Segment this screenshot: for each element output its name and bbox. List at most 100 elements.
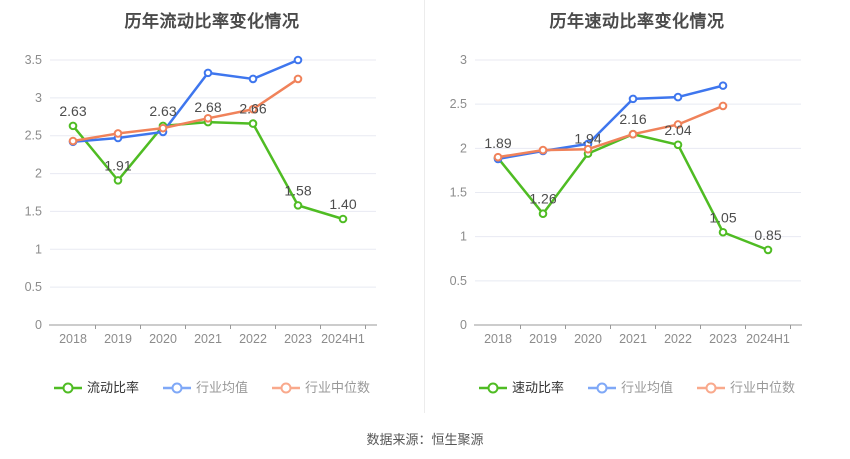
legend-quick-ratio: 速动比率 行业均值 行业中位数: [425, 381, 849, 394]
x-axis-tick-label: 2024H1: [746, 332, 790, 346]
data-point: [293, 201, 303, 210]
y-axis-tick-label: 0: [460, 318, 467, 332]
data-point: [248, 74, 258, 84]
y-axis-tick-label: 0.5: [450, 274, 467, 288]
point-value-label: 1.40: [329, 196, 356, 212]
y-axis-tick-label: 1: [35, 242, 42, 256]
data-point: [673, 140, 683, 150]
x-axis-tick-label: 2021: [194, 332, 222, 346]
data-point: [718, 227, 728, 237]
data-point: [338, 214, 348, 224]
x-axis-tick-label: 2019: [529, 332, 557, 346]
data-point: [113, 176, 123, 185]
point-value-label: 1.58: [284, 182, 311, 198]
legend-label: 流动比率: [86, 380, 139, 395]
legend-line-marker-icon: [53, 382, 82, 393]
legend-item-2[interactable]: 行业中位数: [272, 381, 370, 394]
data-point: [293, 55, 303, 65]
point-value-label: 1.91: [104, 157, 131, 173]
legend-item-1[interactable]: 行业均值: [587, 380, 673, 395]
legend-label: 行业中位数: [730, 380, 796, 395]
x-axis-tick-label: 2021: [619, 332, 647, 346]
data-point: [628, 94, 638, 104]
data-source-label: 数据来源：恒生聚源: [366, 432, 484, 447]
legend-label: 行业均值: [195, 380, 248, 395]
y-axis-tick-label: 0.5: [25, 280, 42, 294]
y-axis-tick-label: 3: [460, 53, 467, 67]
data-point: [248, 119, 258, 128]
data-point: [248, 104, 258, 114]
legend-line-marker-icon: [272, 382, 300, 393]
data-point: [673, 120, 683, 129]
line-chart-current-ratio: 0 0.5 1 1.5 2 2.5 3 3.5 2018 2019 2020 2021 2022 2023…: [25, 53, 377, 346]
data-point: [628, 129, 638, 139]
legend-item-2[interactable]: 行业中位数: [697, 381, 795, 394]
data-point: [583, 144, 593, 154]
point-value-label: 1.94: [574, 131, 601, 147]
legend-item-0[interactable]: 流动比率: [53, 380, 139, 395]
series-line-2: [496, 104, 725, 159]
data-point: [493, 152, 503, 162]
y-axis-tick-label: 2.5: [25, 129, 42, 143]
data-point: [68, 121, 78, 131]
data-point: [68, 136, 78, 146]
y-axis-tick-label: 3: [35, 91, 42, 105]
y-axis-tick-label: 1.5: [450, 186, 467, 200]
data-point: [538, 145, 548, 155]
legend-item-1[interactable]: 行业均值: [162, 380, 248, 395]
legend-label: 行业中位数: [305, 380, 371, 395]
line-chart-quick-ratio: 0 0.5 1 1.5 2 2.5 3 2018 2019 2020 2021 2022 2023 202…: [450, 53, 802, 346]
x-axis-tick-label: 2019: [104, 332, 132, 346]
y-axis-tick-label: 3.5: [25, 53, 42, 67]
series-line-2: [71, 77, 300, 143]
legend-line-marker-icon: [162, 382, 191, 393]
data-point: [203, 68, 213, 78]
data-point: [113, 129, 123, 138]
point-value-label: 1.05: [709, 209, 736, 225]
legend-line-marker-icon: [478, 382, 507, 393]
data-point: [763, 245, 773, 255]
point-value-label: 1.89: [484, 135, 511, 151]
point-value-label: 2.04: [664, 122, 691, 138]
x-axis-tick-label: 2022: [664, 332, 692, 346]
series-line-1: [71, 58, 300, 144]
y-axis-tick-label: 0: [35, 318, 42, 332]
y-axis-tick-label: 2.5: [450, 97, 467, 111]
x-axis-tick-label: 2022: [239, 332, 267, 346]
data-point: [158, 123, 168, 133]
legend-label: 行业均值: [620, 380, 673, 395]
chart-panel-current-ratio: 历年流动比率变化情况 0 0.5 1 1.5 2 2.5 3 3.5 2018 2019 2020 2…: [0, 0, 425, 413]
chart-title-current-ratio: 历年流动比率变化情况: [124, 12, 300, 31]
point-value-label: 1.26: [529, 191, 556, 207]
legend-line-marker-icon: [697, 382, 725, 393]
x-axis-tick-label: 2023: [284, 332, 312, 346]
data-point: [673, 92, 683, 102]
x-axis-tick-label: 2024H1: [321, 332, 365, 346]
data-point: [718, 101, 728, 111]
legend-current-ratio: 流动比率 行业均值 行业中位数: [0, 381, 424, 394]
data-point: [203, 114, 213, 123]
point-value-label: 2.63: [149, 103, 176, 119]
point-value-label: 2.63: [59, 103, 86, 119]
point-value-label: 2.66: [239, 101, 266, 117]
point-value-label: 2.16: [619, 111, 646, 127]
y-axis-tick-label: 2: [460, 141, 467, 155]
y-axis-tick-label: 1: [460, 230, 467, 244]
x-axis-tick-label: 2020: [574, 332, 602, 346]
data-point: [538, 209, 548, 218]
x-axis-tick-label: 2020: [149, 332, 177, 346]
x-axis-tick-label: 2018: [59, 332, 87, 346]
y-axis-tick-label: 1.5: [25, 204, 42, 218]
x-axis-tick-label: 2023: [709, 332, 737, 346]
point-value-label: 0.85: [754, 227, 781, 243]
x-axis-tick-label: 2018: [484, 332, 512, 346]
legend-item-0[interactable]: 速动比率: [478, 380, 564, 395]
y-axis-tick-label: 2: [35, 167, 42, 181]
data-point: [718, 81, 728, 90]
chart-panel-quick-ratio: 历年速动比率变化情况 0 0.5 1 1.5 2 2.5 3 2018 2019 2020 2021…: [425, 0, 849, 413]
point-value-label: 2.68: [194, 99, 221, 115]
legend-line-marker-icon: [587, 382, 616, 393]
data-point: [293, 74, 303, 84]
chart-title-quick-ratio: 历年速动比率变化情况: [549, 12, 725, 31]
legend-label: 速动比率: [511, 380, 564, 395]
